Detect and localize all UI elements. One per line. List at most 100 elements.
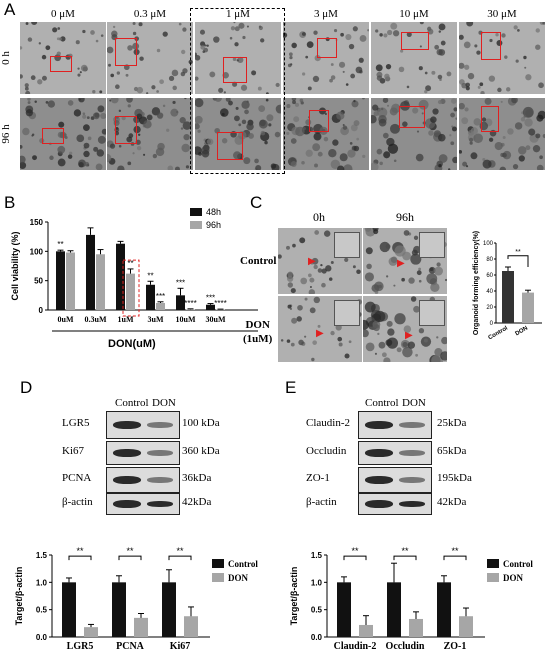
time-label: 96 h <box>0 124 12 144</box>
inset-zoom <box>334 232 360 258</box>
highlight-box <box>122 259 140 317</box>
bar <box>502 271 514 323</box>
y-tick-label: 0.5 <box>36 606 48 615</box>
y-axis-label: Target/β-actin <box>289 567 299 626</box>
bar <box>126 273 135 310</box>
kda-label: 42kDa <box>182 496 212 508</box>
band-control <box>113 500 141 508</box>
blot-strip <box>106 441 180 465</box>
panel-d-header-don: DON <box>152 397 176 409</box>
band-don <box>147 477 173 483</box>
arrow-icon: ▶ <box>397 258 405 269</box>
band-don <box>399 450 425 456</box>
roi-box <box>217 132 243 160</box>
organoid-image <box>107 22 193 94</box>
y-tick-label: 0.5 <box>311 606 323 615</box>
protein-label: Occludin <box>306 445 347 457</box>
panel-c-image: ▶ <box>278 296 362 362</box>
legend-label: DON <box>503 573 524 583</box>
legend-label: DON <box>228 573 249 583</box>
significance-bracket <box>68 555 92 561</box>
legend-swatch <box>190 208 202 216</box>
organoid-image <box>195 98 281 170</box>
kda-label: 360 kDa <box>182 445 220 457</box>
band-control <box>113 449 141 457</box>
y-tick-label: 100 <box>30 247 44 256</box>
panel-d-header-control: Control <box>115 397 149 409</box>
time-label: 0 h <box>0 51 12 65</box>
category-label: 0.3uM <box>85 315 107 324</box>
kda-label: 36kDa <box>182 472 212 484</box>
category-label: PCNA <box>116 641 145 652</box>
bar <box>162 582 176 637</box>
panel-c-col-96h: 96h <box>396 210 414 224</box>
band-don <box>399 422 425 428</box>
significance-bracket <box>168 555 192 561</box>
protein-label: β-actin <box>62 496 93 508</box>
significance-mark: ** <box>57 240 63 249</box>
panel-d-quant-chart: 0.0 0.5 1.0 1.5 LGR5 PCNA Ki67 Target/β-actin **… <box>14 546 258 652</box>
legend-swatch <box>487 559 499 568</box>
bar <box>62 582 76 637</box>
protein-label: LGR5 <box>62 417 90 429</box>
organoid-image <box>459 98 545 170</box>
y-tick-label: 100 <box>483 241 494 247</box>
y-tick-label: 20 <box>486 305 493 311</box>
significance-mark: **** <box>184 299 196 308</box>
bar <box>56 251 65 310</box>
category-label: ZO-1 <box>444 641 467 652</box>
significance-mark: ** <box>351 546 359 556</box>
y-tick-label: 150 <box>30 218 44 227</box>
significance-mark: ** <box>76 546 84 556</box>
bar <box>522 292 534 323</box>
concentration-label: 1 μM <box>226 8 250 20</box>
significance-bracket <box>507 255 529 267</box>
bar <box>134 617 148 637</box>
significance-mark: *** <box>176 278 185 287</box>
y-axis-label: Organoid forming efficiency(%) <box>473 231 480 335</box>
y-tick-label: 0.0 <box>311 633 323 642</box>
kda-label: 100 kDa <box>182 417 220 429</box>
roi-box <box>50 56 72 72</box>
category-label: 0uM <box>58 315 74 324</box>
arrow-icon: ▶ <box>316 328 324 339</box>
concentration-label: 0.3 μM <box>133 8 167 20</box>
panel-e-header-don: DON <box>402 397 426 409</box>
bar <box>184 616 198 637</box>
bar <box>112 582 126 637</box>
panel-b-group-label: DON(uM) <box>108 338 156 350</box>
roi-box <box>401 32 429 50</box>
band-don <box>399 501 425 507</box>
cell-viability-chart: 0 50 100 150 0uM 0.3uM 1uM 3uM 10uM 30uM Cell viab… <box>10 207 258 332</box>
bar <box>66 252 75 310</box>
bar <box>186 309 195 310</box>
y-axis-label: Target/β-actin <box>14 567 24 626</box>
roi-box <box>42 128 64 144</box>
roi-box <box>481 106 499 132</box>
band-control <box>113 421 141 429</box>
category-label: Occludin <box>386 641 425 652</box>
y-tick-label: 40 <box>486 289 493 295</box>
roi-box <box>317 38 337 58</box>
blot-strip <box>106 467 180 493</box>
roi-box <box>115 116 137 144</box>
bar <box>387 582 401 637</box>
bar <box>86 234 95 310</box>
highlight-dashed-box <box>190 8 285 174</box>
roi-box <box>223 57 247 83</box>
band-control <box>365 449 393 457</box>
category-label: 1uM <box>118 315 134 324</box>
bar <box>409 618 423 637</box>
organoid-image <box>283 98 369 170</box>
concentration-label: 0 μM <box>51 8 75 20</box>
y-tick-label: 1.0 <box>311 578 323 587</box>
panel-c-row-control: Control <box>240 255 277 267</box>
panel-e-quant-chart: 0.0 0.5 1.0 1.5 Claudin-2 Occludin ZO-1 Target/… <box>289 546 533 652</box>
organoid-image <box>283 22 369 94</box>
legend-swatch <box>487 573 499 582</box>
blot-strip <box>358 441 432 465</box>
y-tick-label: 0 <box>39 306 44 315</box>
panel-a-letter: A <box>4 0 16 19</box>
bar <box>437 582 451 637</box>
significance-mark: *** <box>156 292 165 301</box>
